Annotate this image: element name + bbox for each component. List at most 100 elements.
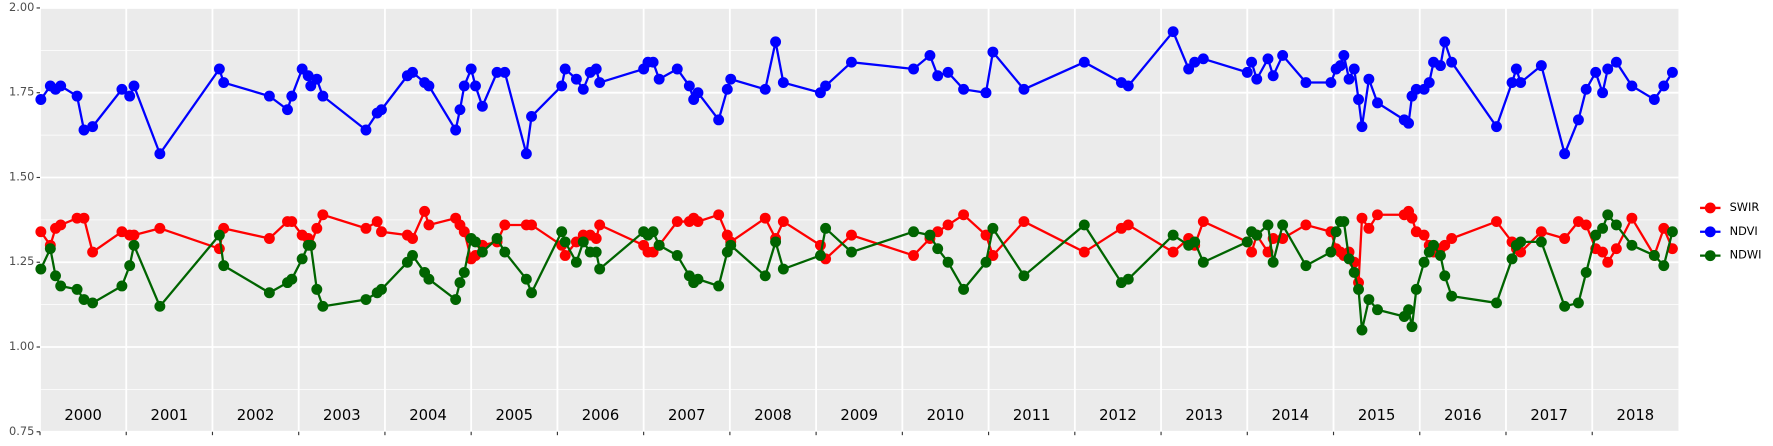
point bbox=[590, 246, 602, 258]
point bbox=[770, 36, 782, 48]
point bbox=[1189, 236, 1201, 248]
point bbox=[725, 239, 737, 251]
point bbox=[1251, 229, 1263, 241]
x-tick-label: 2012 bbox=[1099, 407, 1137, 424]
point bbox=[1559, 300, 1571, 312]
point bbox=[458, 80, 470, 92]
legend-point bbox=[1704, 250, 1716, 262]
point bbox=[1410, 283, 1422, 295]
point bbox=[128, 80, 140, 92]
point bbox=[671, 63, 683, 75]
point bbox=[1277, 49, 1289, 61]
x-tick-label: 2001 bbox=[151, 407, 189, 424]
point bbox=[1262, 219, 1274, 231]
point bbox=[671, 216, 683, 228]
point bbox=[958, 209, 970, 221]
point bbox=[1241, 66, 1253, 78]
point bbox=[520, 273, 532, 285]
point bbox=[1418, 256, 1430, 268]
point bbox=[1122, 80, 1134, 92]
point bbox=[1648, 94, 1660, 105]
x-tick-label: 2010 bbox=[927, 407, 965, 424]
point bbox=[559, 236, 571, 248]
point bbox=[154, 300, 166, 312]
point bbox=[1602, 256, 1614, 268]
point bbox=[282, 104, 293, 116]
point bbox=[770, 236, 782, 248]
point bbox=[683, 80, 695, 92]
point bbox=[1535, 60, 1547, 72]
x-tick-label: 2002 bbox=[237, 407, 275, 424]
x-tick-label: 2013 bbox=[1185, 407, 1223, 424]
point bbox=[759, 270, 771, 282]
point bbox=[317, 300, 329, 312]
x-tick-label: 2017 bbox=[1530, 407, 1568, 424]
point bbox=[499, 246, 511, 258]
point bbox=[1330, 226, 1342, 238]
point bbox=[1602, 63, 1614, 75]
point bbox=[924, 49, 936, 61]
x-tick-label: 2015 bbox=[1358, 407, 1396, 424]
point bbox=[1122, 273, 1134, 285]
point bbox=[1403, 117, 1415, 129]
point bbox=[932, 70, 944, 82]
point bbox=[1626, 80, 1638, 92]
point bbox=[116, 280, 128, 292]
point bbox=[1356, 121, 1368, 133]
point bbox=[820, 80, 832, 92]
point bbox=[1122, 219, 1134, 231]
point bbox=[594, 263, 606, 275]
point bbox=[55, 80, 67, 92]
point bbox=[1189, 56, 1201, 68]
point bbox=[1241, 236, 1253, 248]
point bbox=[1580, 83, 1592, 95]
point bbox=[908, 63, 920, 75]
point bbox=[499, 66, 511, 78]
point bbox=[311, 222, 323, 234]
point bbox=[1602, 209, 1614, 221]
x-tick-label: 2008 bbox=[754, 407, 792, 424]
point bbox=[713, 280, 725, 292]
point bbox=[1167, 246, 1179, 258]
x-tick-label: 2004 bbox=[409, 407, 447, 424]
point bbox=[846, 246, 857, 258]
point bbox=[1353, 283, 1364, 295]
point bbox=[1325, 77, 1337, 89]
point bbox=[556, 226, 568, 238]
point bbox=[1356, 324, 1368, 336]
point bbox=[1428, 239, 1440, 251]
point bbox=[1372, 97, 1383, 109]
point bbox=[777, 77, 789, 89]
legend-label: NDWI bbox=[1730, 248, 1762, 262]
point bbox=[713, 209, 725, 221]
point bbox=[1267, 256, 1279, 268]
point bbox=[1515, 236, 1527, 248]
point bbox=[1446, 290, 1458, 302]
point bbox=[376, 104, 387, 116]
point bbox=[55, 219, 67, 231]
point bbox=[1435, 60, 1446, 72]
point bbox=[1018, 216, 1030, 228]
point bbox=[128, 239, 140, 251]
point bbox=[476, 100, 488, 112]
point bbox=[1535, 236, 1547, 248]
point bbox=[1510, 63, 1522, 75]
point bbox=[454, 277, 466, 289]
point bbox=[1262, 53, 1274, 65]
point bbox=[1559, 148, 1571, 160]
point bbox=[1251, 73, 1263, 85]
legend-label: SWIR bbox=[1730, 200, 1760, 214]
point bbox=[1167, 26, 1179, 38]
point bbox=[814, 250, 826, 261]
point bbox=[1535, 226, 1547, 238]
point bbox=[1300, 260, 1312, 272]
point bbox=[423, 219, 435, 231]
x-tick-label: 2006 bbox=[582, 407, 620, 424]
point bbox=[35, 226, 47, 238]
point bbox=[1597, 87, 1609, 99]
point bbox=[286, 273, 298, 285]
point bbox=[777, 263, 789, 275]
point bbox=[1597, 222, 1609, 234]
point bbox=[376, 226, 387, 238]
point bbox=[458, 226, 470, 238]
